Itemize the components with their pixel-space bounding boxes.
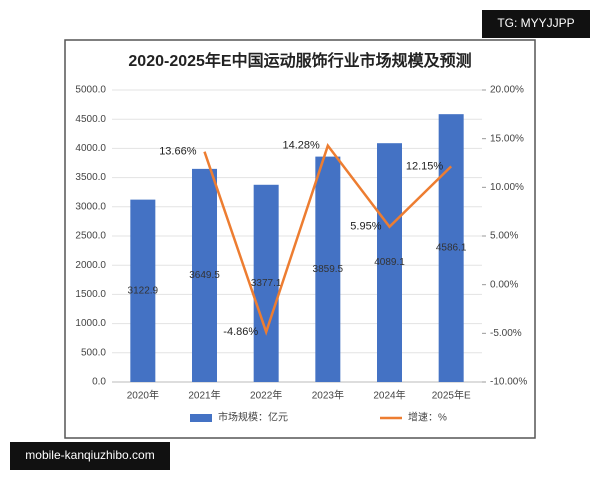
bar [315,156,341,382]
chart-title: 2020-2025年E中国运动服饰行业市场规模及预测 [128,51,471,70]
y-tick-label: 500.0 [81,347,106,358]
bar [438,114,464,383]
bar [192,168,217,382]
y2-tick-label: -10.00% [490,377,527,388]
legend-label: 市场规模：亿元 [218,411,288,424]
bar [377,143,402,382]
x-tick-label: 2021年 [188,389,220,402]
line-value-label: -4.86% [223,326,258,338]
line-value-label: 13.66% [159,146,197,158]
watermark-box [10,442,170,470]
bar-value-label: 4586.1 [436,243,467,254]
watermark-box [482,10,590,38]
y2-tick-label: 5.00% [490,231,518,242]
x-tick-label: 2024年 [373,389,405,402]
line [203,143,453,336]
bar-value-label: 3122.9 [128,285,159,296]
x-tick-label: 2023年 [312,389,344,402]
bar-value-label: 4089.1 [374,257,405,268]
x-tick-label: 2022年 [250,389,282,402]
line-value-label: 5.95% [350,221,381,233]
y-tick-label: 3500.0 [75,172,106,183]
y-tick-label: 3000.0 [75,201,106,212]
x-tick-label: 2020年 [127,389,159,402]
y-tick-label: 5000.0 [75,85,106,96]
bar-value-label: 3377.1 [251,278,282,289]
y-tick-label: 1000.0 [75,318,106,329]
y-tick-label: 2500.0 [75,231,106,242]
watermark: mobile-kanqiuzhibo.com [25,448,154,462]
bar [130,199,156,382]
y-tick-label: 0.0 [92,377,106,388]
line-value-label: 14.28% [283,140,321,152]
y2-tick-label: 20.00% [490,85,524,96]
y-tick-label: 4000.0 [75,143,106,154]
bar-value-label: 3649.5 [189,270,220,281]
y-tick-label: 4500.0 [75,114,106,125]
y2-tick-label: 10.00% [490,182,524,193]
bar [253,184,279,382]
y2-tick-label: -5.00% [490,328,522,339]
line-value-label: 12.15% [406,160,444,172]
legend-swatch [190,414,212,422]
y-tick-label: 2000.0 [75,260,106,271]
watermark: TG: MYYJJPP [497,16,574,30]
x-tick-label: 2025年E [432,389,471,402]
bar-value-label: 3859.5 [313,264,344,275]
legend-label: 增速：% [408,411,447,424]
y-tick-label: 1500.0 [75,289,106,300]
y2-tick-label: 15.00% [490,133,524,144]
y2-tick-label: 0.00% [490,279,518,290]
